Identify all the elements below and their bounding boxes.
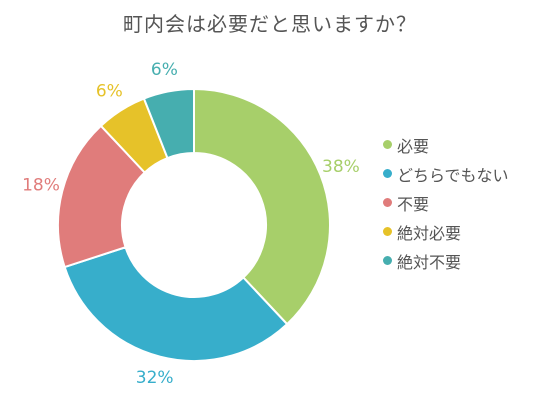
chart-title: 町内会は必要だと思いますか？: [123, 12, 417, 36]
legend-label: どちらでもない: [397, 165, 509, 185]
donut-slice-1[interactable]: [193, 87, 331, 326]
legend-label: 不要: [397, 194, 430, 214]
slice-value-label-1: 38%: [322, 157, 360, 177]
donut-slice-2[interactable]: [63, 245, 289, 362]
slice-value-label-3: 18%: [22, 176, 60, 196]
legend-item-zettai-hitsuyou[interactable]: 絶対必要: [383, 217, 509, 246]
legend-item-zettai-fuyou[interactable]: 絶対不要: [383, 246, 509, 275]
legend-item-hitsuyou[interactable]: 必要: [383, 130, 509, 159]
legend-label: 絶対不要: [397, 252, 462, 272]
legend-marker: [383, 256, 392, 265]
legend: 必要 どちらでもない 不要 絶対必要 絶対不要: [383, 130, 509, 275]
legend-marker: [383, 140, 392, 149]
slice-value-label-2: 32%: [136, 368, 174, 388]
legend-marker: [383, 198, 392, 207]
legend-item-dochiratemonai[interactable]: どちらでもない: [383, 159, 509, 188]
donut-slice-5[interactable]: [142, 87, 195, 160]
legend-marker: [383, 227, 392, 236]
legend-item-fuyou[interactable]: 不要: [383, 188, 509, 217]
legend-label: 絶対必要: [397, 223, 462, 243]
legend-label: 必要: [397, 136, 430, 156]
legend-marker: [383, 169, 392, 178]
slice-value-label-4: 6%: [96, 82, 123, 102]
slice-value-label-5: 6%: [151, 60, 178, 80]
